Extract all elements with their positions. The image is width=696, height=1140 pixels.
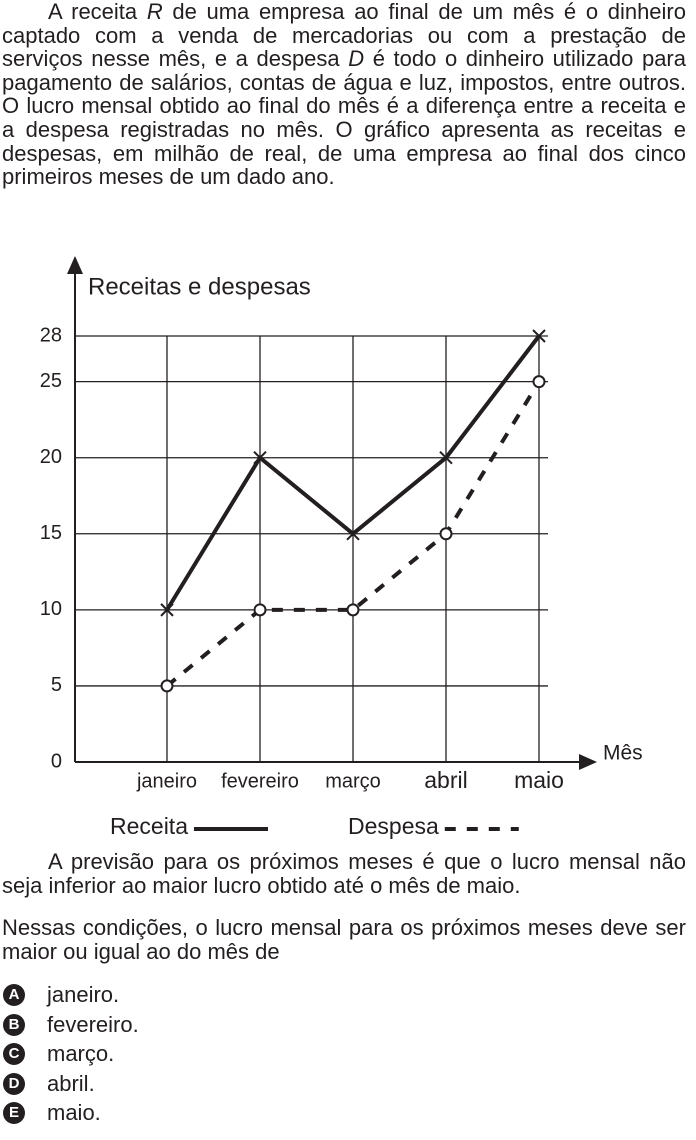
option-badge: B <box>3 1013 25 1036</box>
y-tick-label: 28 <box>40 324 62 346</box>
text: é todo o dinheiro utilizado para pagamen… <box>2 46 686 190</box>
x-tick-label: fevereiro <box>221 770 299 792</box>
marker <box>346 527 360 541</box>
question: Nessas condições, o lucro mensal para os… <box>2 915 686 964</box>
marker <box>532 329 546 343</box>
option-badge: C <box>3 1043 25 1065</box>
marker <box>253 451 267 465</box>
option-text: março. <box>47 1041 115 1066</box>
marker <box>160 679 174 693</box>
y-tick-label: 5 <box>51 674 62 696</box>
legend-label: Despesa <box>348 813 439 839</box>
option-badge: D <box>3 1072 25 1095</box>
y-tick-label: 10 <box>40 598 62 620</box>
marker <box>160 603 174 617</box>
y-axis-title: Receitas e despesas <box>88 273 311 300</box>
option-text: abril. <box>47 1070 95 1096</box>
text: R <box>146 0 163 24</box>
marker <box>253 603 267 617</box>
x-tick-label: maio <box>514 767 564 793</box>
intro: A receita R de uma empresa ao final de u… <box>2 0 686 189</box>
x-tick-label: janeiro <box>136 770 197 792</box>
y-tick-label: 15 <box>40 522 62 544</box>
option-text: fevereiro. <box>47 1011 139 1037</box>
y-tick-label: 20 <box>40 446 62 468</box>
y-tick-label: 0 <box>51 750 62 772</box>
forecast: A previsão para os próximos meses é que … <box>2 849 686 898</box>
marker <box>346 603 360 617</box>
option-badge: E <box>3 1102 25 1124</box>
option-text: janeiro. <box>47 982 120 1007</box>
text: A receita <box>48 0 147 24</box>
option-text: maio. <box>47 1100 101 1125</box>
x-axis-title: Mês <box>603 742 643 765</box>
text: D <box>348 46 365 72</box>
option-badge: A <box>3 984 25 1006</box>
y-tick-label: 25 <box>40 370 62 392</box>
text: de uma empresa ao final de um mês é o di… <box>2 0 686 72</box>
x-tick-label: março <box>325 770 381 792</box>
marker <box>532 375 546 389</box>
x-tick-label: abril <box>424 767 467 793</box>
marker <box>439 527 453 541</box>
legend-label: Receita <box>110 813 188 839</box>
marker <box>439 451 453 465</box>
